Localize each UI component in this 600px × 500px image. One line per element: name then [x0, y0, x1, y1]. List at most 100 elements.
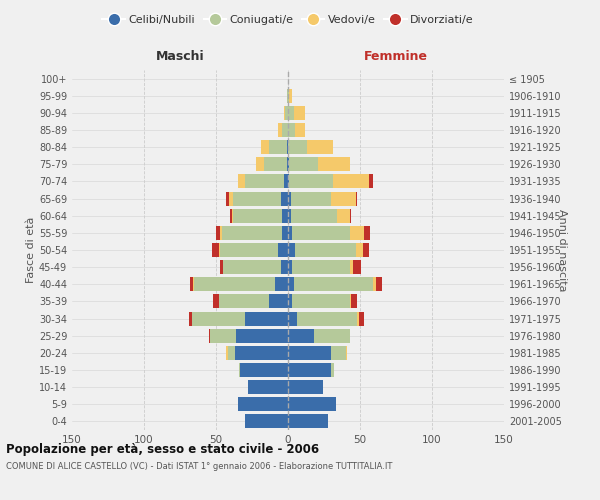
Bar	[223, 260, 281, 274]
Text: Femmine: Femmine	[364, 50, 428, 63]
Bar	[288, 278, 294, 291]
Bar	[288, 328, 314, 342]
Bar	[332, 174, 368, 188]
Bar	[287, 158, 288, 172]
Bar	[220, 260, 223, 274]
Bar	[212, 243, 219, 257]
Bar	[289, 174, 332, 188]
Bar	[288, 312, 296, 326]
Bar	[233, 208, 282, 222]
Bar	[288, 363, 331, 377]
Bar	[282, 226, 288, 240]
Bar	[292, 226, 350, 240]
Bar	[288, 260, 292, 274]
Bar	[318, 158, 350, 172]
Bar	[346, 346, 347, 360]
Bar	[363, 243, 368, 257]
Bar	[232, 208, 233, 222]
Bar	[331, 346, 346, 360]
Bar	[284, 106, 285, 120]
Text: COMUNE DI ALICE CASTELLO (VC) - Dati ISTAT 1° gennaio 2006 - Elaborazione TUTTIT: COMUNE DI ALICE CASTELLO (VC) - Dati IST…	[6, 462, 392, 471]
Bar	[373, 278, 376, 291]
Bar	[216, 226, 220, 240]
Bar	[292, 260, 350, 274]
Text: Maschi: Maschi	[155, 50, 205, 63]
Bar	[357, 312, 359, 326]
Bar	[284, 174, 288, 188]
Bar	[220, 226, 222, 240]
Y-axis label: Anni di nascita: Anni di nascita	[557, 209, 567, 291]
Bar	[294, 278, 373, 291]
Bar	[331, 192, 356, 205]
Bar	[353, 260, 361, 274]
Bar	[350, 226, 364, 240]
Bar	[210, 328, 236, 342]
Bar	[269, 294, 288, 308]
Bar	[314, 328, 350, 342]
Bar	[219, 243, 220, 257]
Bar	[191, 312, 245, 326]
Bar	[288, 294, 292, 308]
Bar	[364, 226, 370, 240]
Bar	[356, 192, 357, 205]
Bar	[209, 328, 210, 342]
Bar	[188, 312, 191, 326]
Bar	[230, 208, 232, 222]
Bar	[288, 346, 331, 360]
Bar	[368, 174, 373, 188]
Bar	[288, 380, 323, 394]
Bar	[289, 88, 292, 102]
Bar	[288, 398, 335, 411]
Bar	[281, 260, 288, 274]
Bar	[288, 226, 292, 240]
Bar	[226, 192, 229, 205]
Bar	[194, 278, 275, 291]
Bar	[239, 363, 241, 377]
Bar	[295, 123, 305, 137]
Bar	[229, 192, 233, 205]
Bar	[356, 243, 363, 257]
Bar	[278, 243, 288, 257]
Bar	[256, 158, 263, 172]
Bar	[248, 380, 288, 394]
Bar	[350, 208, 352, 222]
Bar	[291, 192, 331, 205]
Bar	[288, 208, 291, 222]
Text: Popolazione per età, sesso e stato civile - 2006: Popolazione per età, sesso e stato civil…	[6, 442, 319, 456]
Bar	[292, 294, 350, 308]
Bar	[190, 278, 193, 291]
Bar	[282, 208, 288, 222]
Bar	[288, 123, 295, 137]
Bar	[307, 140, 332, 154]
Bar	[220, 243, 278, 257]
Bar	[350, 294, 352, 308]
Bar	[227, 346, 235, 360]
Bar	[260, 140, 269, 154]
Bar	[278, 123, 282, 137]
Bar	[288, 243, 295, 257]
Bar	[275, 278, 288, 291]
Bar	[376, 278, 382, 291]
Bar	[288, 106, 294, 120]
Y-axis label: Fasce di età: Fasce di età	[26, 217, 36, 283]
Bar	[294, 106, 305, 120]
Bar	[236, 328, 288, 342]
Bar	[263, 158, 287, 172]
Bar	[222, 226, 282, 240]
Bar	[219, 294, 269, 308]
Bar	[288, 192, 291, 205]
Bar	[289, 158, 318, 172]
Bar	[245, 174, 284, 188]
Bar	[291, 208, 337, 222]
Bar	[350, 260, 353, 274]
Bar	[296, 312, 357, 326]
Bar	[287, 140, 288, 154]
Bar	[213, 294, 219, 308]
Bar	[288, 140, 307, 154]
Bar	[331, 363, 334, 377]
Bar	[288, 174, 289, 188]
Legend: Celibi/Nubili, Coniugati/e, Vedovi/e, Divorziati/e: Celibi/Nubili, Coniugati/e, Vedovi/e, Di…	[98, 10, 478, 29]
Bar	[359, 312, 364, 326]
Bar	[295, 243, 356, 257]
Bar	[337, 208, 350, 222]
